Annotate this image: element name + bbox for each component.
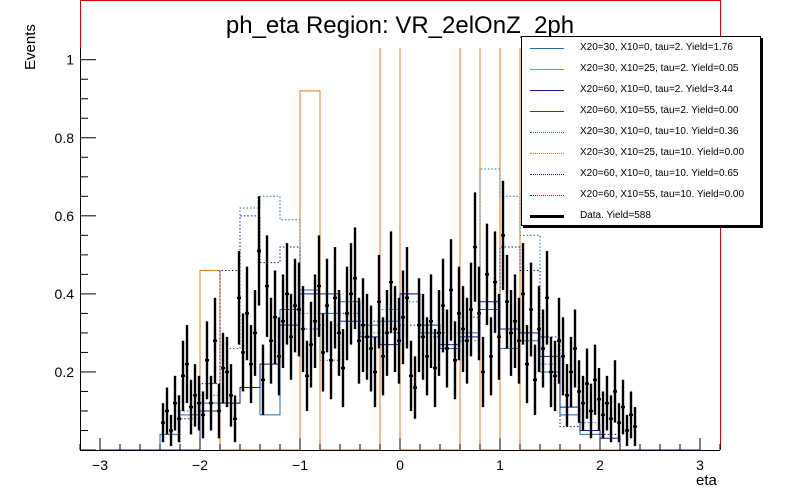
y-tick-label: 0.8 — [55, 130, 75, 146]
legend-swatch — [530, 111, 564, 112]
legend-swatch — [530, 69, 564, 70]
x-axis-label: eta — [696, 472, 717, 489]
legend-swatch — [530, 153, 564, 154]
legend-swatch — [530, 195, 564, 196]
legend-swatch — [530, 90, 564, 91]
x-tick-label: −3 — [92, 457, 108, 473]
legend-entry: X20=30, X10=0, tau=2. Yield=1.76 — [522, 39, 760, 60]
legend-swatch — [530, 48, 564, 49]
legend-label: X20=30, X10=0, tau=10. Yield=0.36 — [580, 126, 739, 137]
x-tick-label: 0 — [396, 457, 404, 473]
legend-entry: X20=60, X10=0, tau=10. Yield=0.65 — [522, 165, 760, 186]
legend-swatch — [530, 174, 564, 175]
x-tick-label: 1 — [496, 457, 504, 473]
legend-swatch — [530, 215, 564, 218]
legend-label: X20=30, X10=25, tau=10. Yield=0.00 — [580, 147, 745, 158]
legend-label: X20=30, X10=25, tau=2. Yield=0.05 — [580, 63, 739, 74]
x-tick-label: 2 — [596, 457, 604, 473]
legend-entry: X20=30, X10=25, tau=10. Yield=0.00 — [522, 144, 760, 165]
y-tick-label: 0.4 — [55, 286, 75, 302]
x-tick-label: 3 — [696, 457, 704, 473]
legend-label: X20=60, X10=55, tau=10. Yield=0.00 — [580, 189, 745, 200]
y-tick-label: 1 — [66, 52, 74, 68]
legend-swatch — [530, 132, 564, 133]
legend-label: X20=30, X10=0, tau=2. Yield=1.76 — [580, 42, 733, 53]
legend-label: Data. Yield=588 — [580, 210, 651, 221]
legend-entry: X20=60, X10=55, tau=2. Yield=0.00 — [522, 102, 760, 123]
x-tick-label: −2 — [192, 457, 208, 473]
legend-label: X20=60, X10=0, tau=2. Yield=3.44 — [580, 84, 733, 95]
chart-title: ph_eta Region: VR_2elOnZ_2ph — [225, 12, 575, 39]
legend-entry: X20=60, X10=55, tau=10. Yield=0.00 — [522, 186, 760, 207]
y-tick-label: 0.6 — [55, 208, 75, 224]
legend-entry: Data. Yield=588 — [522, 207, 760, 228]
x-tick-label: −1 — [292, 457, 308, 473]
legend-label: X20=60, X10=0, tau=10. Yield=0.65 — [580, 168, 739, 179]
y-axis-label: Events — [22, 24, 39, 70]
legend-entry: X20=60, X10=0, tau=2. Yield=3.44 — [522, 81, 760, 102]
y-tick-label: 0.2 — [55, 364, 75, 380]
legend-label: X20=60, X10=55, tau=2. Yield=0.00 — [580, 105, 739, 116]
legend-entry: X20=30, X10=0, tau=10. Yield=0.36 — [522, 123, 760, 144]
histogram-series-1 — [100, 48, 700, 450]
legend-entry: X20=30, X10=25, tau=2. Yield=0.05 — [522, 60, 760, 81]
chart-legend: X20=30, X10=0, tau=2. Yield=1.76 X20=30,… — [521, 36, 761, 226]
